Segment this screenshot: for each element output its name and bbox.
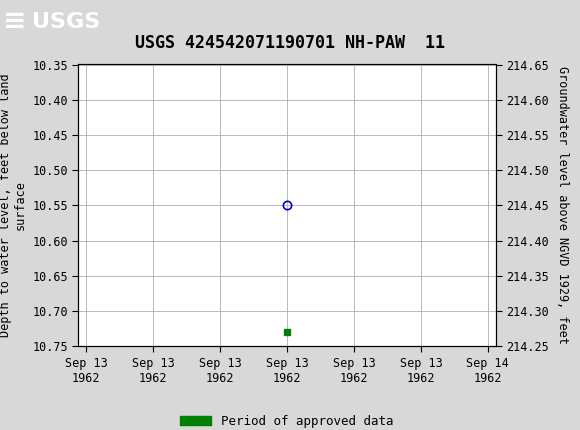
Text: USGS 424542071190701 NH-PAW  11: USGS 424542071190701 NH-PAW 11: [135, 34, 445, 52]
Legend: Period of approved data: Period of approved data: [175, 410, 399, 430]
Text: USGS: USGS: [32, 12, 100, 31]
Text: ≡: ≡: [3, 7, 26, 36]
Y-axis label: Groundwater level above NGVD 1929, feet: Groundwater level above NGVD 1929, feet: [556, 66, 569, 344]
Y-axis label: Depth to water level, feet below land
surface: Depth to water level, feet below land su…: [0, 74, 27, 337]
